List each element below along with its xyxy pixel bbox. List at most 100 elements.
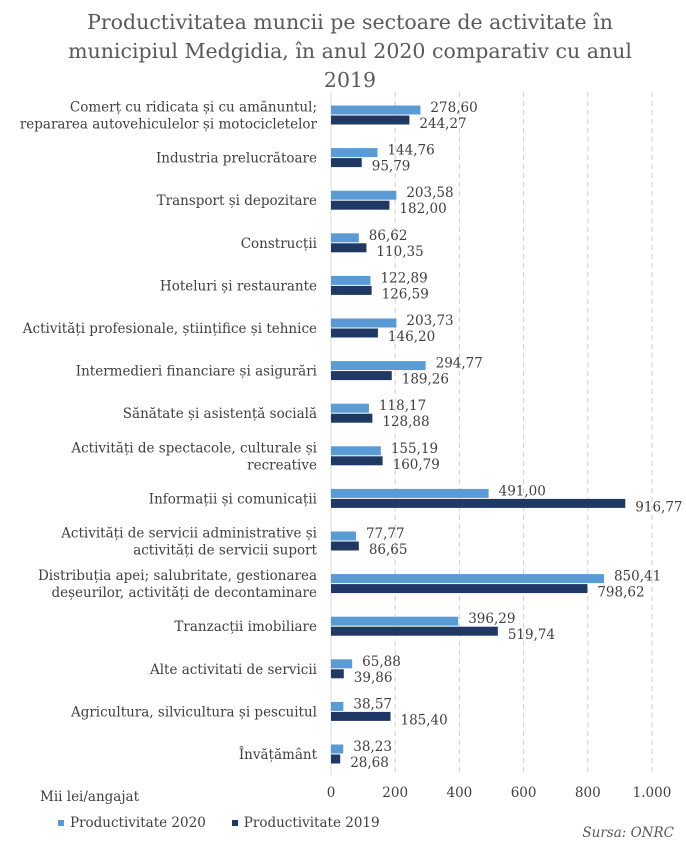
data-label-2020: 65,88 <box>362 654 401 670</box>
category-label: Transport și depozitare <box>157 193 317 209</box>
bar-2020 <box>331 148 378 158</box>
data-label-2020: 38,23 <box>353 739 392 755</box>
unit-label: Mii lei/angajat <box>40 789 140 805</box>
bar-2019 <box>331 456 383 466</box>
bar-2019 <box>331 754 341 764</box>
data-label-2020: 77,77 <box>366 526 405 542</box>
x-tick-label: 600 <box>511 785 537 801</box>
legend-label-2020: Productivitate 2020 <box>70 815 206 831</box>
legend-label-2019: Productivitate 2019 <box>243 815 380 831</box>
data-label-2020: 396,29 <box>468 611 515 627</box>
category-label: Informații și comunicații <box>149 491 318 507</box>
data-label-2019: 244,27 <box>419 116 466 132</box>
category-label: activități de servicii suport <box>133 543 317 559</box>
data-label-2019: 28,68 <box>350 755 389 771</box>
data-label-2020: 155,19 <box>391 441 438 457</box>
category-label: Activități profesionale, științifice și … <box>22 321 317 337</box>
data-label-2020: 144,76 <box>387 143 434 159</box>
bar-2020 <box>331 233 359 243</box>
bar-2020 <box>331 744 344 754</box>
source-note: Sursa: ONRC <box>582 825 674 841</box>
bar-2019 <box>331 243 367 253</box>
bar-2020 <box>331 105 421 115</box>
data-label-2019: 110,35 <box>376 244 423 260</box>
bar-2020 <box>331 616 459 626</box>
data-label-2019: 95,79 <box>372 159 411 175</box>
category-label: Sănătate și asistență socială <box>123 406 317 422</box>
data-label-2019: 798,62 <box>597 585 644 601</box>
data-label-2020: 850,41 <box>614 569 661 585</box>
category-label: Construcții <box>241 236 318 252</box>
bar-2019 <box>331 669 344 679</box>
bar-2020 <box>331 190 397 200</box>
x-tick-label: 200 <box>382 785 408 801</box>
data-label-2019: 128,88 <box>382 414 429 430</box>
bar-2020 <box>331 275 371 285</box>
data-label-2019: 39,86 <box>354 670 393 686</box>
category-label: Învățământ <box>239 747 318 763</box>
bar-2019 <box>331 413 373 423</box>
data-label-2019: 126,59 <box>382 286 429 302</box>
chart-title: Productivitatea muncii pe sectoare de ac… <box>68 10 632 92</box>
data-label-2019: 189,26 <box>402 372 449 388</box>
category-label: Agricultura, silvicultura și pescuitul <box>70 704 317 720</box>
legend-item-2020: Productivitate 2020 <box>58 815 206 831</box>
category-label: repararea autovehiculelor și motociclete… <box>20 117 318 133</box>
bar-2020 <box>331 446 381 456</box>
data-label-2020: 38,57 <box>353 696 392 712</box>
data-label-2020: 278,60 <box>430 100 477 116</box>
category-label: Alte activitati de servicii <box>149 662 318 678</box>
data-label-2019: 519,74 <box>508 627 555 643</box>
legend-item-2019: Productivitate 2019 <box>231 815 380 831</box>
category-label: Activități de spectacole, culturale și <box>70 440 317 456</box>
legend-swatch-2019 <box>231 820 238 826</box>
x-tick-label: 0 <box>327 785 336 801</box>
legend: Productivitate 2020 Productivitate 2019 <box>58 815 380 831</box>
data-label-2020: 122,89 <box>380 270 427 286</box>
bar-2020 <box>331 659 353 669</box>
bar-2019 <box>331 200 390 210</box>
bar-2019 <box>331 711 391 721</box>
data-label-2019: 185,40 <box>401 712 448 728</box>
data-label-2019: 146,20 <box>388 329 435 345</box>
bar-2020 <box>331 574 604 584</box>
category-label: Intermedieri financiare și asigurări <box>76 364 318 380</box>
bar-2019 <box>331 498 626 508</box>
bar-2019 <box>331 584 588 594</box>
bar-2019 <box>331 626 498 636</box>
bar-2019 <box>331 158 362 168</box>
x-tick-label: 1.000 <box>633 785 672 801</box>
category-label: Industria prelucrătoare <box>156 151 317 167</box>
data-label-2020: 203,58 <box>406 185 453 201</box>
data-label-2019: 182,00 <box>399 201 446 217</box>
bar-2020 <box>331 701 344 711</box>
bar-2020 <box>331 488 489 498</box>
category-label: Activități de servicii administrative și <box>60 526 317 542</box>
bar-2020 <box>331 403 369 413</box>
data-label-2020: 86,62 <box>369 228 408 244</box>
bar-2019 <box>331 285 372 295</box>
legend-swatch-2020 <box>58 820 64 826</box>
bar-2019 <box>331 541 359 551</box>
bar-2020 <box>331 531 356 541</box>
x-tick-label: 800 <box>575 785 601 801</box>
bar-2020 <box>331 361 426 371</box>
category-label: Hoteluri și restaurante <box>160 278 317 294</box>
bar-2019 <box>331 115 410 125</box>
category-label: Distribuția apei; salubritate, gestionar… <box>38 568 317 584</box>
data-label-2020: 118,17 <box>379 398 426 414</box>
x-tick-label: 400 <box>447 785 473 801</box>
data-label-2020: 491,00 <box>499 483 546 499</box>
data-label-2019: 86,65 <box>369 542 408 558</box>
data-label-2019: 160,79 <box>393 457 440 473</box>
category-label: Tranzacții imobiliare <box>174 619 317 635</box>
bar-2019 <box>331 328 378 338</box>
data-label-2020: 294,77 <box>436 356 483 372</box>
data-label-2020: 203,73 <box>406 313 453 329</box>
data-label-2019: 916,77 <box>635 499 682 515</box>
bar-2019 <box>331 371 392 381</box>
bar-2020 <box>331 318 397 328</box>
category-label: deșeurilor, activități de decontaminare <box>51 585 317 601</box>
category-label: Comerț cu ridicata și cu amănuntul; <box>70 100 317 116</box>
